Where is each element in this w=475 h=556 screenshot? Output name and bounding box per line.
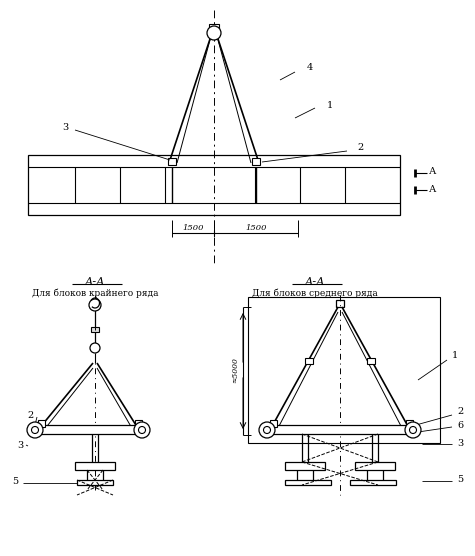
Circle shape: [207, 26, 221, 40]
Bar: [367, 358, 375, 364]
Bar: [285, 462, 325, 470]
Bar: [75, 462, 115, 470]
Text: 1: 1: [452, 350, 458, 360]
Bar: [32, 425, 145, 434]
Bar: [135, 420, 142, 427]
Text: 2: 2: [27, 410, 33, 419]
Circle shape: [139, 426, 145, 434]
Text: 2: 2: [457, 408, 463, 416]
Text: 3: 3: [17, 440, 23, 449]
Circle shape: [405, 422, 421, 438]
Text: 3: 3: [457, 439, 463, 448]
Text: 6: 6: [457, 420, 463, 429]
Bar: [168, 158, 176, 165]
Bar: [406, 420, 413, 427]
Bar: [38, 420, 45, 427]
Text: ≈5000: ≈5000: [231, 357, 239, 383]
Text: А-А: А-А: [305, 277, 325, 287]
Text: Для блоков среднего ряда: Для блоков среднего ряда: [252, 288, 378, 298]
Text: 1: 1: [327, 101, 333, 110]
Bar: [355, 462, 395, 470]
Text: А-А: А-А: [85, 277, 105, 287]
Text: 1500: 1500: [182, 224, 204, 232]
Circle shape: [259, 422, 275, 438]
Bar: [264, 425, 416, 434]
Bar: [77, 480, 113, 485]
Circle shape: [31, 426, 38, 434]
Bar: [91, 327, 99, 332]
Text: Для блоков крайнего ряда: Для блоков крайнего ряда: [32, 288, 158, 298]
Bar: [209, 24, 219, 30]
Bar: [336, 300, 344, 307]
Text: 4: 4: [307, 63, 313, 72]
Text: 5: 5: [457, 475, 463, 484]
Text: 2: 2: [357, 143, 363, 152]
Circle shape: [89, 299, 101, 311]
Text: А: А: [429, 167, 437, 176]
Circle shape: [90, 343, 100, 353]
Text: А: А: [429, 186, 437, 195]
Circle shape: [27, 422, 43, 438]
Bar: [270, 420, 277, 427]
Text: 3: 3: [62, 123, 68, 132]
Bar: [285, 480, 331, 485]
Text: 5: 5: [12, 478, 18, 486]
Bar: [248, 297, 440, 443]
Bar: [350, 480, 396, 485]
Bar: [252, 158, 260, 165]
Text: 1500: 1500: [245, 224, 267, 232]
Bar: [28, 155, 400, 215]
Bar: [305, 358, 314, 364]
Circle shape: [134, 422, 150, 438]
